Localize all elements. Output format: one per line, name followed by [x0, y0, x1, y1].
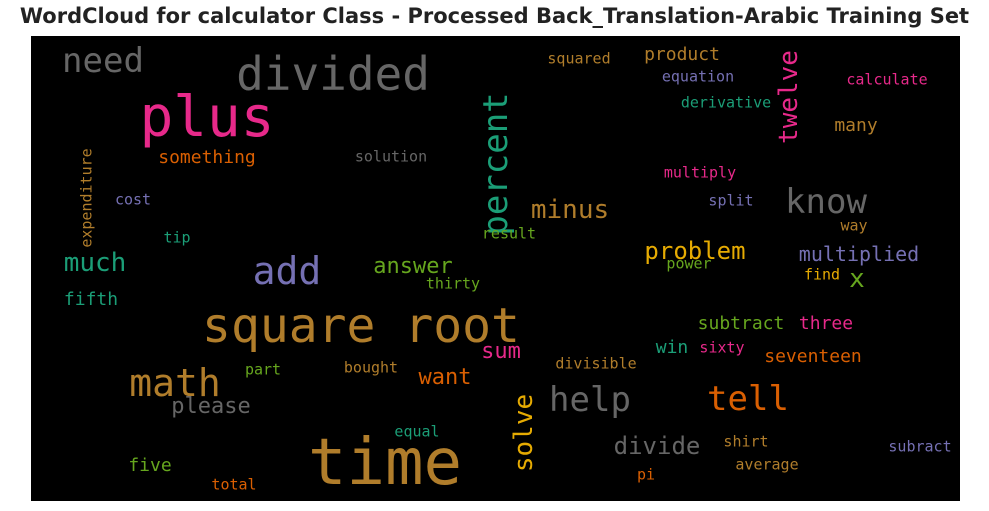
word-time: time	[307, 426, 463, 500]
word-subtract: subtract	[697, 313, 785, 334]
word-average: average	[735, 455, 799, 474]
word-twelve: twelve	[774, 50, 804, 144]
word-pi: pi	[636, 465, 656, 484]
word-seventeen: seventeen	[764, 346, 862, 367]
word-add: add	[252, 249, 322, 293]
word-equal: equal	[394, 422, 440, 441]
word-sum: sum	[481, 339, 521, 364]
word-need: need	[62, 41, 144, 81]
word-squared: squared	[547, 49, 611, 68]
chart-title: WordCloud for calculator Class - Process…	[19, 4, 970, 28]
word-product: product	[644, 44, 720, 65]
word-much: much	[63, 248, 127, 278]
word-problem: problem	[644, 237, 746, 265]
word-split: split	[708, 191, 754, 210]
word-something: something	[158, 147, 256, 168]
word-three: three	[798, 313, 854, 334]
word-sixty: sixty	[699, 338, 745, 357]
word-solve: solve	[509, 393, 539, 473]
word-answer: answer	[373, 254, 453, 279]
wordcloud-canvas: time square root plus divided add math help kno…	[31, 36, 960, 501]
word-cost: cost	[114, 190, 152, 209]
word-shirt: shirt	[723, 432, 769, 451]
word-thirty: thirty	[425, 274, 481, 293]
word-fifth: fifth	[63, 289, 119, 310]
word-multiply: multiply	[663, 163, 737, 182]
word-derivative: derivative	[680, 93, 772, 112]
word-result: result	[481, 224, 537, 243]
word-multiplied: multiplied	[798, 242, 920, 266]
word-find: find	[803, 265, 841, 284]
word-want: want	[418, 365, 472, 390]
word-part: part	[244, 360, 282, 379]
word-know: know	[785, 182, 867, 222]
word-expenditure: expenditure	[77, 148, 96, 248]
word-calculate: calculate	[846, 70, 928, 89]
word-win: win	[655, 337, 689, 358]
word-minus: minus	[530, 195, 610, 225]
word-plus: plus	[139, 85, 275, 150]
word-total: total	[211, 475, 257, 494]
word-tell: tell	[707, 379, 789, 419]
word-solution: solution	[354, 147, 428, 166]
word-five: five	[128, 455, 172, 476]
word-bought: bought	[343, 358, 399, 377]
word-tip: tip	[163, 228, 191, 247]
word-way: way	[840, 216, 868, 235]
word-percent: percent	[476, 92, 516, 236]
word-help: help	[549, 380, 631, 420]
word-many: many	[834, 115, 878, 136]
word-divide: divide	[613, 432, 701, 460]
word-x: x	[849, 264, 865, 294]
word-power: power	[666, 254, 712, 273]
word-square-root: square root	[202, 298, 520, 354]
word-math: math	[129, 361, 221, 405]
word-subract: subract	[888, 437, 952, 456]
word-please: please	[171, 394, 251, 419]
word-divided: divided	[236, 47, 430, 101]
word-equation: equation	[661, 67, 735, 86]
word-divisible: divisible	[555, 354, 637, 373]
